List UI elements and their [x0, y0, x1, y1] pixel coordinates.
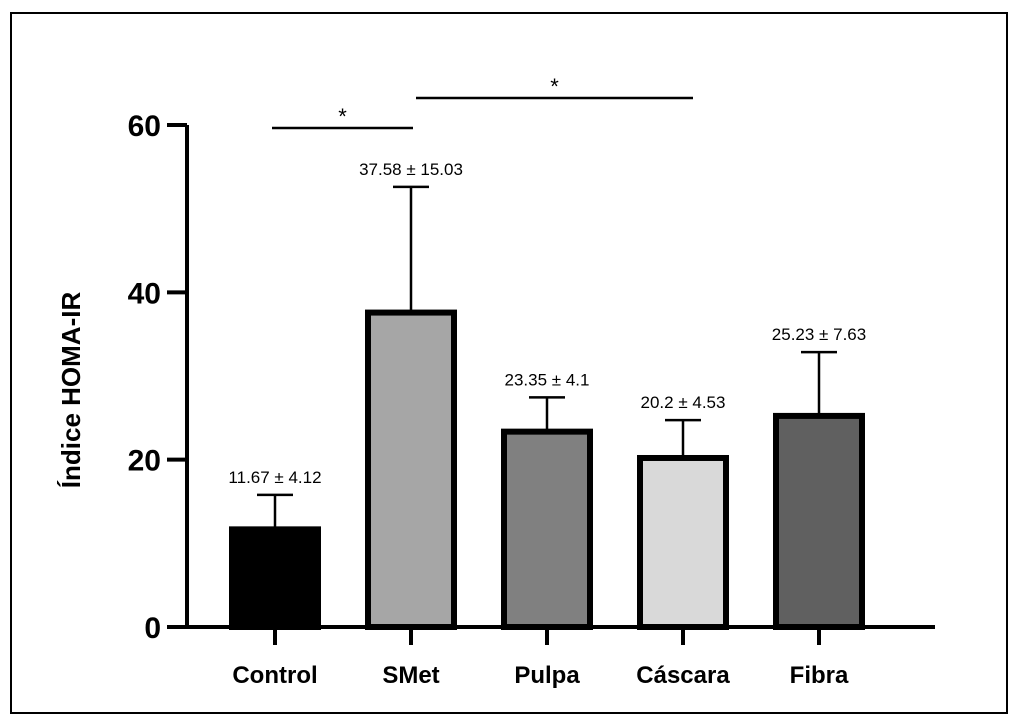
x-tick-label: SMet [382, 662, 439, 689]
x-tick-label: Pulpa [514, 662, 580, 689]
y-tick-label: 40 [128, 277, 161, 310]
bar-smet [365, 309, 457, 630]
bar-pulpa [501, 428, 593, 630]
y-axis-label: Índice HOMA-IR [56, 292, 86, 489]
significance-star: * [338, 104, 347, 129]
x-tick-label: Fibra [790, 662, 849, 689]
data-label: 23.35 ± 4.1 [505, 370, 590, 389]
data-label: 37.58 ± 15.03 [359, 160, 463, 179]
bar-control [229, 526, 321, 631]
x-tick-label: Control [232, 662, 317, 689]
y-tick-label: 60 [128, 110, 161, 143]
bar-fibra [773, 412, 865, 630]
significance-star: * [550, 74, 559, 99]
y-tick-label: 0 [144, 612, 161, 645]
bar-cáscara [637, 454, 729, 631]
y-tick-label: 20 [128, 445, 161, 478]
x-tick-label: Cáscara [636, 662, 730, 689]
data-label: 20.2 ± 4.53 [641, 393, 726, 412]
data-label: 11.67 ± 4.12 [228, 468, 321, 487]
data-label: 25.23 ± 7.63 [772, 325, 866, 344]
